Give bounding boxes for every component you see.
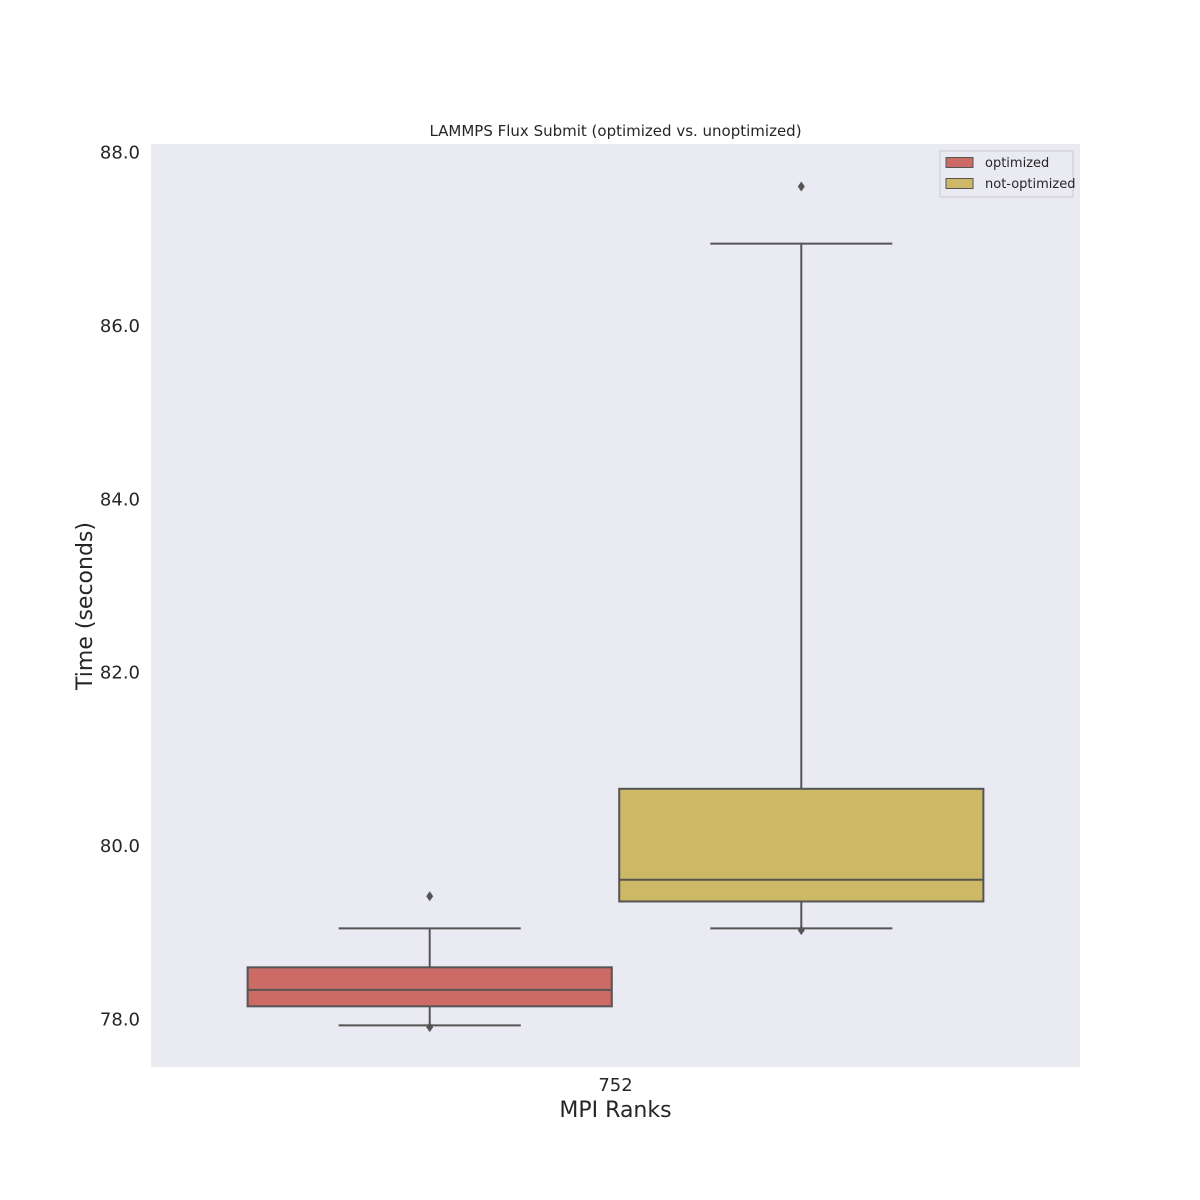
outlier-point (426, 1022, 434, 1033)
outlier-point (797, 925, 805, 936)
x-tick-label: 752 (598, 1075, 632, 1096)
plot-area (151, 144, 1080, 1067)
legend-label-not-optimized: not-optimized (985, 177, 1076, 192)
chart-title: LAMMPS Flux Submit (optimized vs. unopti… (429, 122, 801, 140)
y-tick-label: 84.0 (100, 489, 140, 510)
y-axis-ticks: 78.0 80.0 82.0 84.0 86.0 88.0 (100, 143, 140, 1031)
x-axis-ticks: 752 (598, 1075, 632, 1096)
legend: optimized not-optimized (939, 150, 1076, 198)
box-iqr (246, 966, 613, 1008)
box-not-optimized (618, 181, 985, 936)
box-series (246, 181, 985, 1033)
legend-swatch-optimized (945, 157, 974, 168)
y-tick-label: 80.0 (100, 836, 140, 857)
box-iqr (618, 787, 985, 903)
outlier-point (797, 181, 805, 192)
y-tick-label: 78.0 (100, 1009, 140, 1030)
y-tick-label: 86.0 (100, 316, 140, 337)
outlier-point (426, 891, 434, 902)
y-tick-label: 88.0 (100, 143, 140, 164)
box-optimized (246, 891, 613, 1033)
legend-swatch-not-optimized (945, 178, 974, 189)
y-tick-label: 82.0 (100, 663, 140, 684)
legend-label-optimized: optimized (985, 156, 1049, 171)
y-axis-label: Time (seconds) (73, 522, 98, 691)
x-axis-label: MPI Ranks (559, 1098, 671, 1123)
